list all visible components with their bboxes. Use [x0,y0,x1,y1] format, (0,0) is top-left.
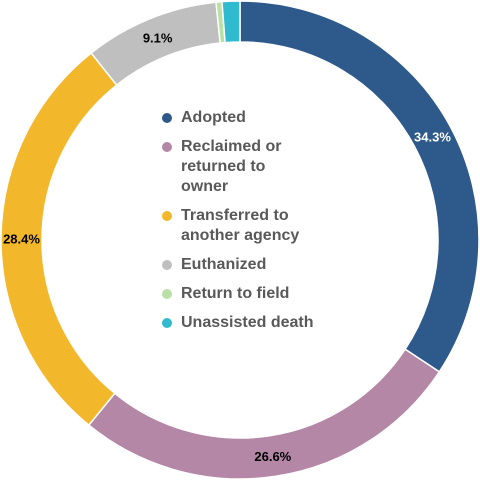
legend-swatch [162,211,172,221]
data-labels: 34.3% 26.6% 28.4% 9.1% [3,31,451,464]
data-label-2: 28.4% [3,232,40,247]
legend-item: Euthanized [162,255,362,275]
legend-item: Unassisted death [162,313,362,333]
legend-label: Adopted [181,109,246,126]
legend-swatch [162,113,172,123]
legend-item: Adopted [162,108,362,128]
data-label-0: 34.3% [414,130,451,145]
legend-swatch [162,289,172,299]
slice-5 [221,0,241,44]
legend-item: Return to field [162,284,362,304]
legend-item: Reclaimed or returned to owner [162,137,362,197]
legend-swatch [162,260,172,270]
legend-label: Transferred to another agency [181,207,300,244]
legend-item: Transferred to another agency [162,206,362,246]
legend-swatch [162,142,172,152]
legend-label: Unassisted death [181,314,314,331]
legend-label: Return to field [181,285,290,302]
data-label-3: 9.1% [143,31,173,46]
legend: Adopted Reclaimed or returned to owner Tra… [162,108,362,342]
legend-label: Euthanized [181,256,267,273]
legend-swatch [162,318,172,328]
data-label-1: 26.6% [254,449,291,464]
legend-label: Reclaimed or returned to owner [181,138,282,195]
